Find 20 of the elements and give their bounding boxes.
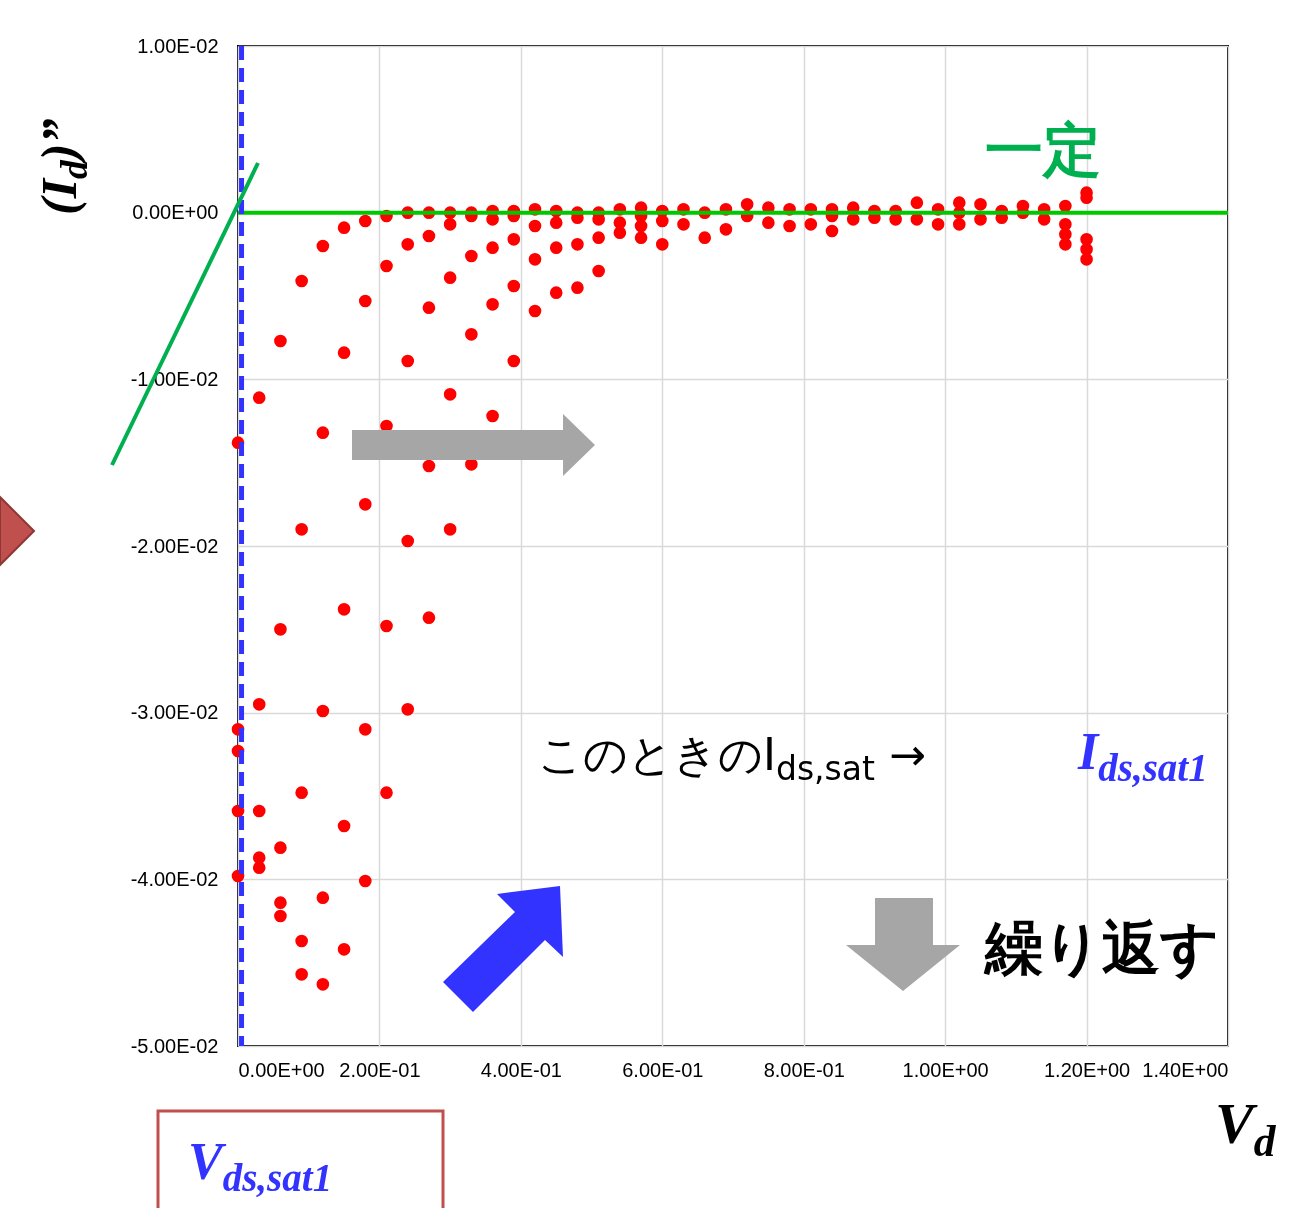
y-tick-label: -3.00E-02 [130,701,219,724]
x-tick-label: 1.00E+00 [902,1058,989,1081]
annotation: 繰り返す [985,913,1219,984]
annotation: このときのI$_{ds,sat}$ → [538,728,926,788]
x-tick-label: 4.00E-01 [480,1058,562,1081]
x-tick-label: 2.00E-01 [339,1058,421,1081]
y-tick-label: -2.00E-02 [130,534,219,557]
annotation: 一定 [985,115,1101,186]
y-tick-label: -4.00E-02 [130,867,219,890]
y-tick-label: -5.00E-02 [130,1034,219,1057]
x-tick-label: 1.40E+00 [1142,1058,1229,1081]
x-tick-label: 8.00E-01 [763,1058,845,1081]
text: V$_{ds,sat1}$ [188,1132,333,1200]
y-tick-label: 0.00E+00 [132,201,219,224]
x-axis-title: V$_{d}$ [1215,1090,1276,1167]
x-tick-label: 6.00E-01 [622,1058,704,1081]
annotation: I$_{ds,sat1}$ [1078,722,1208,790]
y-tick-label: 1.00E-02 [137,34,219,57]
x-tick-label: 0.00E+00 [238,1058,325,1081]
x-tick-label: 1.20E+00 [1043,1058,1131,1081]
